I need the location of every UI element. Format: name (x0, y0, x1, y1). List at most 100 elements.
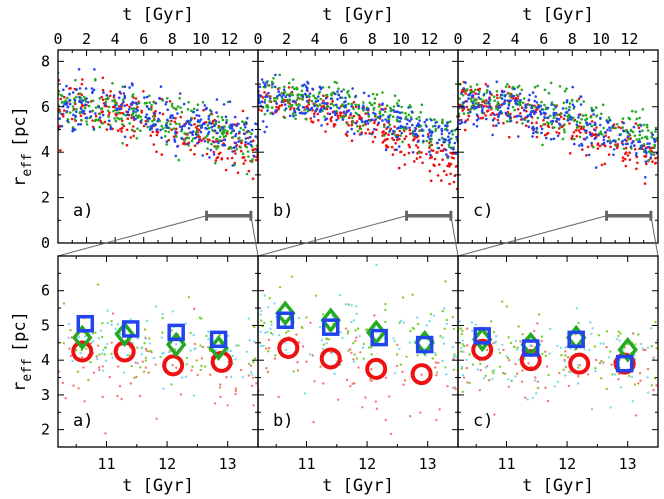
point-blue (638, 130, 642, 133)
point-red (220, 157, 224, 161)
point-green (186, 132, 190, 135)
x-tick-label: 13 (219, 455, 237, 473)
point-blue (244, 126, 247, 129)
point-blue (131, 83, 134, 87)
faint-point-green (355, 357, 359, 360)
point-green (359, 127, 363, 131)
x-tick-label: 13 (619, 455, 637, 473)
point-green (565, 87, 568, 90)
faint-point-green (69, 329, 72, 332)
point-green (192, 137, 195, 140)
point-green (617, 138, 621, 141)
point-green (241, 120, 244, 123)
point-blue (242, 132, 246, 135)
point-red (308, 98, 311, 102)
point-green (350, 102, 354, 106)
point-red (289, 107, 292, 111)
point-green (496, 101, 500, 104)
point-blue (196, 108, 199, 112)
faint-point-red (266, 370, 270, 374)
x-tick-label: 10 (192, 30, 210, 48)
point-red (452, 157, 456, 160)
faint-point-red (465, 327, 469, 330)
point-red (643, 182, 647, 185)
point-green (153, 118, 156, 122)
point-blue (335, 103, 338, 107)
point-blue (648, 142, 651, 145)
faint-point-red (200, 357, 204, 360)
red-circle-marker (319, 347, 342, 370)
point-red (364, 132, 368, 135)
point-blue (251, 128, 254, 132)
point-blue (215, 111, 218, 114)
point-blue (585, 121, 588, 125)
faint-point-blue (474, 323, 477, 326)
faint-point-blue (171, 310, 174, 313)
faint-point-blue (114, 328, 117, 331)
faint-point-blue (442, 342, 446, 345)
point-blue (275, 102, 279, 105)
point-blue (387, 115, 390, 118)
faint-point-green (290, 275, 294, 278)
point-blue (463, 120, 467, 124)
point-green (283, 116, 287, 119)
point-blue (166, 108, 169, 111)
y-tick-label: 4 (41, 351, 50, 369)
point-red (399, 150, 402, 154)
point-red (633, 147, 637, 151)
point-green (218, 135, 222, 139)
point-blue (85, 97, 88, 100)
point-red (617, 125, 620, 129)
zoom-connector-right (650, 215, 659, 257)
faint-point-green (577, 321, 580, 325)
point-red (344, 132, 348, 136)
faint-point-green (322, 343, 326, 346)
faint-point-blue (110, 323, 113, 326)
point-blue (113, 104, 117, 107)
faint-point-green (252, 361, 255, 364)
faint-point-blue (161, 312, 164, 316)
faint-point-blue (601, 362, 605, 365)
point-green (135, 114, 138, 117)
point-blue (465, 100, 469, 103)
point-green (615, 123, 619, 126)
point-blue (452, 147, 455, 151)
faint-point-green (103, 346, 107, 349)
faint-point-blue (352, 319, 356, 322)
faint-point-red (234, 392, 237, 396)
point-blue (86, 100, 90, 104)
point-green (165, 121, 169, 125)
point-blue (556, 134, 560, 138)
point-blue (509, 99, 512, 102)
faint-point-green (199, 344, 202, 347)
faint-point-red (384, 418, 387, 422)
point-red (445, 173, 448, 177)
faint-point-blue (591, 327, 594, 330)
point-blue (146, 105, 149, 109)
point-red (415, 144, 418, 147)
point-red (526, 103, 530, 106)
point-green (507, 92, 511, 95)
point-green (228, 146, 231, 149)
faint-point-red (508, 359, 511, 362)
x-tick-label: 11 (297, 455, 315, 473)
point-red (440, 179, 443, 182)
faint-point-green (130, 365, 133, 368)
point-blue (444, 138, 448, 141)
point-green (179, 106, 182, 109)
point-blue (214, 119, 218, 123)
faint-point-blue (339, 293, 342, 297)
faint-point-green (441, 309, 444, 313)
blue-square-marker (121, 320, 140, 338)
point-red (354, 105, 358, 109)
point-blue (583, 129, 587, 132)
x-tick-label: 4 (311, 30, 320, 48)
point-green (175, 108, 178, 111)
point-red (624, 164, 628, 168)
y-tick-label: 6 (41, 282, 50, 300)
point-green (239, 126, 243, 130)
point-blue (497, 105, 501, 108)
point-red (63, 109, 66, 112)
point-blue (199, 130, 203, 134)
faint-point-red (309, 321, 312, 324)
